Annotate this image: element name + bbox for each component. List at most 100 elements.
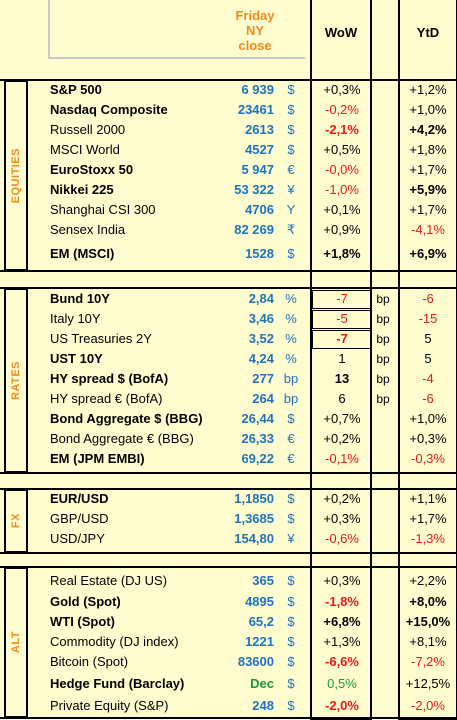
row-value: 154,80 [234, 531, 274, 546]
row-unit: $ [287, 511, 295, 526]
row-value: 83600 [237, 654, 274, 669]
row-unit: $ [287, 411, 295, 426]
row-wow: 6 [338, 391, 346, 406]
row-ytd: +1,1% [409, 491, 447, 506]
row-ytd: +1,7% [409, 202, 447, 217]
row-unit: $ [287, 102, 295, 117]
table-row: Commodity (DJ index) 1221 $ +1,3% +8,1% [0, 632, 457, 652]
row-wow: -7 [336, 291, 348, 306]
row-wow: 0,5% [327, 676, 357, 691]
row-wow: +0,5% [323, 142, 361, 157]
row-value: 23461 [237, 102, 274, 117]
row-name: Nikkei 225 [50, 182, 114, 197]
row-unit: bp [283, 371, 299, 386]
table-row: GBP/USD 1,3685 $ +0,3% +1,7% [0, 509, 457, 529]
section-separator [0, 270, 457, 272]
row-wow: +1,8% [323, 246, 361, 261]
section-equities: EQUITIES [4, 80, 28, 271]
row-name: Bitcoin (Spot) [50, 654, 129, 669]
row-unit: $ [287, 122, 295, 137]
row-unit: % [285, 331, 297, 346]
ytd-header: YtD [416, 25, 440, 40]
section-separator [0, 287, 457, 289]
row-wow: +0,3% [323, 573, 361, 588]
section-separator [0, 717, 457, 719]
row-name: UST 10Y [50, 351, 103, 366]
row-wow: -0,2% [325, 102, 359, 117]
row-value: 277 [252, 371, 274, 386]
row-value: 3,46 [248, 311, 274, 326]
row-name: Real Estate (DJ US) [50, 573, 168, 588]
wow-cell-box [312, 290, 372, 309]
row-ytd: +0,3% [409, 431, 447, 446]
row-name: USD/JPY [50, 531, 105, 546]
row-wow: 1 [338, 351, 346, 366]
row-value: 65,2 [248, 614, 274, 629]
wow-cell-box [312, 330, 372, 349]
table-row: UST 10Y 4,24 % 1 bp 5 [0, 349, 457, 369]
row-name: Italy 10Y [50, 311, 101, 326]
table-row: Bund 10Y 2,84 % -7 bp -6 [0, 289, 457, 309]
row-ytd: +8,1% [409, 634, 447, 649]
table-row: Gold (Spot) 4895 $ -1,8% +8,0% [0, 592, 457, 612]
row-value: 4706 [245, 202, 274, 217]
row-ytd: -15 [418, 311, 438, 326]
row-unit: ¥ [287, 182, 295, 197]
row-wow: +0,2% [323, 431, 361, 446]
row-value: 69,22 [241, 451, 274, 466]
section-separator [0, 566, 457, 568]
row-name: EM (MSCI) [50, 246, 115, 261]
table-row: Nikkei 225 53 322 ¥ -1,0% +5,9% [0, 180, 457, 200]
row-value: 2,84 [248, 291, 274, 306]
table-row: Nasdaq Composite 23461 $ -0,2% +1,0% [0, 100, 457, 120]
row-wow: -0,6% [325, 531, 359, 546]
row-unit: ¥ [287, 531, 295, 546]
row-unit: $ [287, 634, 295, 649]
row-ytd: +1,0% [409, 102, 447, 117]
table-row: EuroStoxx 50 5 947 € -0,0% +1,7% [0, 160, 457, 180]
row-value: 1,1850 [234, 491, 274, 506]
row-ytd: -6 [422, 291, 434, 306]
table-row: HY spread € (BofA) 264 bp 6 bp -6 [0, 389, 457, 409]
table-row: EM (MSCI) 1528 $ +1,8% +6,9% [0, 244, 457, 264]
table-row: US Treasuries 2Y 3,52 % -7 bp 5 [0, 329, 457, 349]
row-name: Russell 2000 [50, 122, 126, 137]
row-wow: +0,7% [323, 411, 361, 426]
row-unit: % [285, 291, 297, 306]
row-value: 3,52 [248, 331, 274, 346]
wow-cell-box [312, 310, 372, 329]
row-name: EUR/USD [50, 491, 109, 506]
row-ytd: -4 [422, 371, 434, 386]
table-row: Russell 2000 2613 $ -2,1% +4,2% [0, 120, 457, 140]
row-unit: $ [287, 142, 295, 157]
row-ytd: 5 [424, 351, 432, 366]
row-unit: $ [287, 676, 295, 691]
table-row: Sensex India 82 269 ₹ +0,9% -4,1% [0, 220, 457, 240]
section-separator [0, 79, 457, 81]
row-name: WTI (Spot) [50, 614, 115, 629]
row-value: 264 [252, 391, 274, 406]
row-value: 82 269 [234, 222, 274, 237]
table-row: Bond Aggregate $ (BBG) 26,44 $ +0,7% +1,… [0, 409, 457, 429]
wow-header: WoW [324, 25, 358, 40]
row-wow: +0,1% [323, 202, 361, 217]
row-unit: % [285, 311, 297, 326]
row-name: MSCI World [50, 142, 120, 157]
row-name: EuroStoxx 50 [50, 162, 134, 177]
row-value: 2613 [245, 122, 274, 137]
section-separator [0, 552, 457, 554]
row-unit: $ [287, 491, 295, 506]
row-wow: -5 [336, 311, 348, 326]
table-row: HY spread $ (BofA) 277 bp 13 bp -4 [0, 369, 457, 389]
table-row: Bond Aggregate € (BBG) 26,33 € +0,2% +0,… [0, 429, 457, 449]
row-wow: -0,0% [325, 162, 359, 177]
table-row: Bitcoin (Spot) 83600 $ -6,6% -7,2% [0, 652, 457, 672]
row-value: 365 [252, 573, 274, 588]
table-row: Real Estate (DJ US) 365 $ +0,3% +2,2% [0, 571, 457, 591]
row-unit: % [285, 351, 297, 366]
row-wow-unit: bp [376, 352, 390, 366]
row-wow-unit: bp [376, 392, 390, 406]
row-ytd: +1,7% [409, 162, 447, 177]
table-row: Italy 10Y 3,46 % -5 bp -15 [0, 309, 457, 329]
row-name: EM (JPM EMBI) [50, 451, 145, 466]
